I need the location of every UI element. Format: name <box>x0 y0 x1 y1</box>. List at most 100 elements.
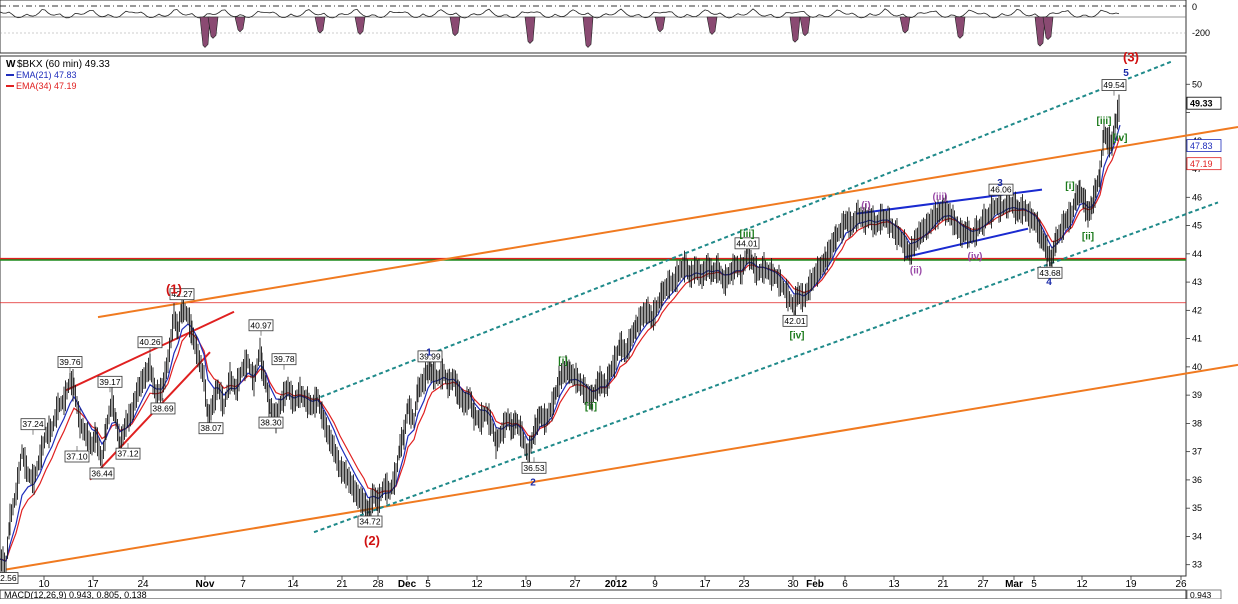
wave-label: [i] <box>1065 181 1074 192</box>
wave-label: [iv] <box>1113 133 1128 144</box>
price-label-box <box>97 375 123 388</box>
macd-label: MACD(12,26,9) 0.943, 0.805, 0.138 <box>4 590 147 599</box>
macd-pane <box>0 589 1187 600</box>
x-tick-label: 17 <box>87 579 99 590</box>
wave-label: (1) <box>166 281 182 296</box>
x-tick-label: 28 <box>372 579 384 590</box>
x-tick-label: 6 <box>842 579 848 590</box>
price-label-box <box>150 402 176 415</box>
wave-label: 3 <box>997 178 1003 189</box>
indicator-spike-12 <box>899 16 911 34</box>
price-label: 42.27 <box>171 289 193 299</box>
price-label: 39.76 <box>59 357 81 367</box>
legend-label: EMA(34) 47.19 <box>16 81 77 91</box>
indicator-spike-9 <box>706 16 718 35</box>
blue-triangle-lower <box>904 227 1029 259</box>
indicator-spike-5 <box>449 16 461 37</box>
legend-label: EMA(21) 47.83 <box>16 70 77 80</box>
y-tick-label: 42 <box>1192 305 1202 315</box>
price-label-box <box>89 467 115 480</box>
x-tick-label: Feb <box>806 579 824 590</box>
x-tick-label: 21 <box>336 579 348 590</box>
y-tick-label: 34 <box>1192 531 1202 541</box>
y-tick-label: 43 <box>1192 277 1202 287</box>
price-label: 46.06 <box>990 185 1012 195</box>
y-tick-label: 38 <box>1192 418 1202 428</box>
indicator-spike-15 <box>1042 16 1054 41</box>
indicator-spike-11 <box>799 16 811 37</box>
wave-label: [iii] <box>1097 116 1112 127</box>
price-label-box <box>0 572 19 584</box>
x-tick-label: 12 <box>1076 579 1088 590</box>
price-label: 40.97 <box>250 320 272 330</box>
price-label: 38.69 <box>152 403 174 413</box>
indicator-spike-1 <box>207 16 219 39</box>
price-label: 32.56 <box>0 573 17 583</box>
price-label-box <box>1037 266 1063 279</box>
orange-channel-upper <box>97 125 1238 319</box>
x-tick-label: 19 <box>1125 579 1137 590</box>
price-label: 43.68 <box>1039 268 1061 278</box>
price-label: 37.10 <box>66 452 88 462</box>
y-tick-label: 35 <box>1192 503 1202 513</box>
wave-label: [iv] <box>790 331 805 342</box>
price-label-box <box>169 288 195 301</box>
price-pane <box>0 55 1187 577</box>
x-tick-label: 21 <box>937 579 949 590</box>
x-tick-label: 17 <box>699 579 711 590</box>
y-tick-label: 46 <box>1192 192 1202 202</box>
x-tick-label: Nov <box>196 579 215 590</box>
price-label-box <box>137 336 163 349</box>
axis-value-label: 47.19 <box>1190 159 1213 169</box>
price-label: 36.44 <box>91 468 113 478</box>
indicator-spike-7 <box>582 16 594 48</box>
price-label: 39.17 <box>99 377 121 387</box>
wave-label: 5 <box>1123 68 1129 79</box>
wave-label: (ii) <box>910 266 922 277</box>
y-tick-label: 40 <box>1192 362 1202 372</box>
price-label-box <box>258 416 284 429</box>
symbol-marker: W <box>6 59 16 70</box>
price-label: 34.72 <box>359 517 381 527</box>
axis-value-label: 49.33 <box>1190 99 1213 109</box>
price-label: 40.26 <box>139 337 161 347</box>
price-label-box <box>64 450 90 463</box>
ema34-line <box>0 135 1121 562</box>
price-label: 36.53 <box>523 463 545 473</box>
x-tick-label: 14 <box>287 579 299 590</box>
x-tick-label: 27 <box>569 579 581 590</box>
x-tick-label: 30 <box>787 579 799 590</box>
y-tick-label: 50 <box>1192 79 1202 89</box>
indicator-spike-3 <box>314 16 326 34</box>
price-label: 44.01 <box>736 238 758 248</box>
wave-label: (2) <box>364 533 380 548</box>
x-tick-label: 13 <box>888 579 900 590</box>
price-label: 49.54 <box>1103 80 1125 90</box>
y-tick-label: 39 <box>1192 390 1202 400</box>
x-tick-label: 5 <box>425 579 431 590</box>
x-tick-label: 9 <box>652 579 658 590</box>
indicator-spike-8 <box>654 16 666 33</box>
x-tick-label: 2012 <box>605 579 628 590</box>
x-tick-label: 24 <box>137 579 149 590</box>
indicator-tick-label: -200 <box>1192 28 1210 38</box>
price-label-box <box>521 461 547 474</box>
price-label: 37.24 <box>22 419 44 429</box>
indicator-spike-4 <box>354 16 366 35</box>
y-tick-label: 36 <box>1192 475 1202 485</box>
price-label: 38.30 <box>260 418 282 428</box>
x-tick-label: 19 <box>520 579 532 590</box>
price-label-box <box>57 356 83 368</box>
price-label-box <box>1101 79 1127 91</box>
price-label: 38.07 <box>200 423 222 433</box>
indicator-spike-13 <box>954 16 966 39</box>
x-tick-label: 12 <box>471 579 483 590</box>
x-tick-label: Mar <box>1005 579 1023 590</box>
x-tick-label: 23 <box>738 579 750 590</box>
wave-label: 4 <box>1046 277 1052 288</box>
price-label-box <box>782 314 808 327</box>
wave-label: [ii] <box>1082 232 1094 243</box>
wave-label: 1 <box>426 348 432 359</box>
wave-label: (i) <box>861 201 870 212</box>
